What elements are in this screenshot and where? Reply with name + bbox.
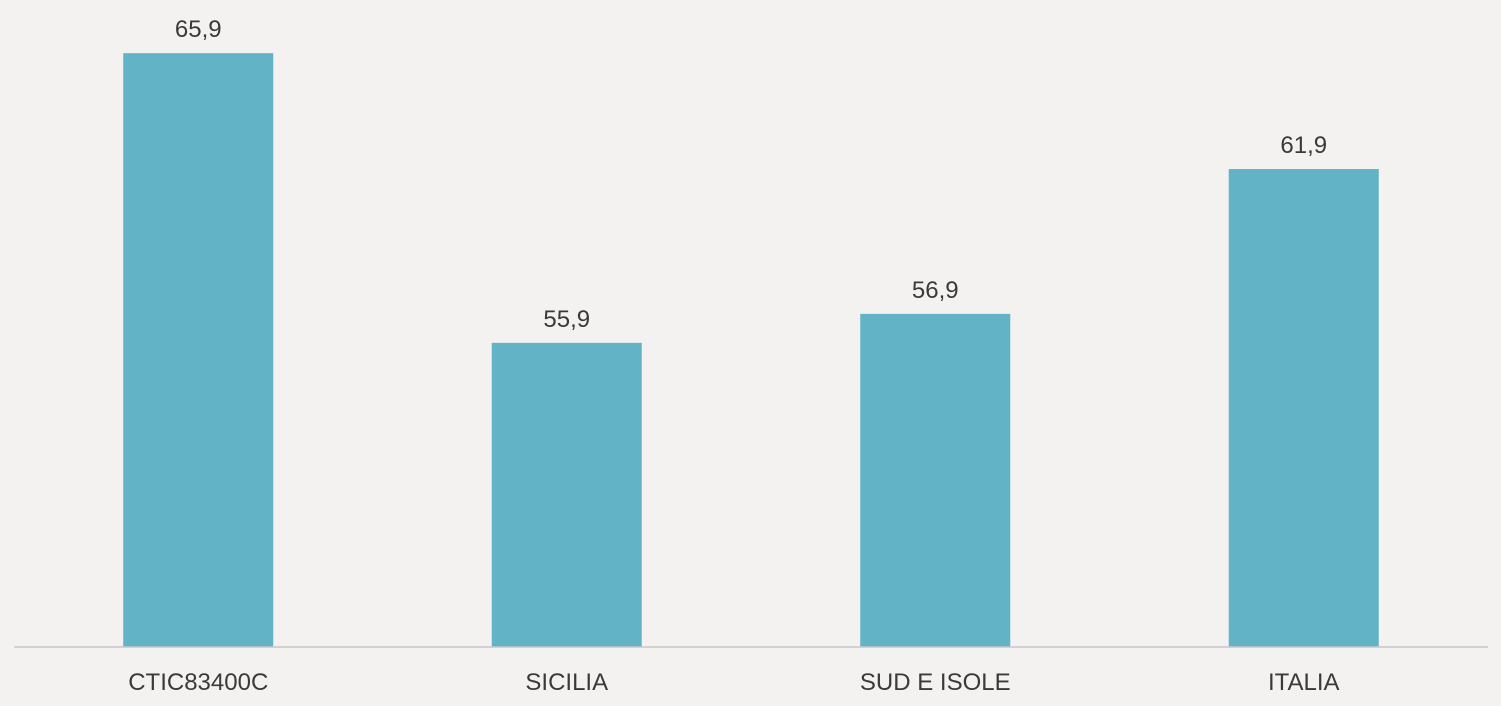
value-label: 65,9 — [175, 16, 222, 43]
value-label: 61,9 — [1280, 132, 1327, 159]
bar-sicilia — [491, 342, 642, 647]
value-label: 55,9 — [543, 306, 590, 333]
bars-layer — [123, 53, 1379, 648]
category-label: ITALIA — [1268, 669, 1340, 696]
category-label: CTIC83400C — [128, 669, 268, 696]
value-labels-layer: 65,9 55,9 56,9 61,9 — [175, 16, 1327, 333]
bar-sud-e-isole — [860, 313, 1011, 647]
bar-ctic83400c — [123, 53, 274, 648]
value-label: 56,9 — [912, 277, 959, 304]
bar-italia — [1228, 169, 1379, 648]
category-labels-layer: CTIC83400C SICILIA SUD E ISOLE ITALIA — [128, 669, 1339, 696]
category-label: SICILIA — [525, 669, 608, 696]
category-label: SUD E ISOLE — [860, 669, 1011, 696]
